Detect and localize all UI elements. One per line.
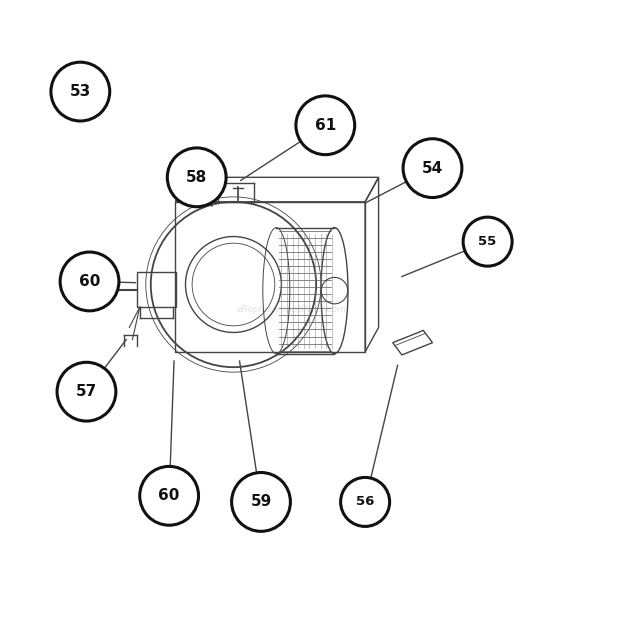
Circle shape	[232, 473, 290, 531]
Circle shape	[60, 252, 119, 311]
Circle shape	[51, 62, 110, 121]
Circle shape	[140, 467, 198, 525]
Text: 60: 60	[159, 488, 180, 503]
Text: 57: 57	[76, 384, 97, 399]
Text: 59: 59	[250, 494, 272, 509]
Text: 53: 53	[69, 84, 91, 99]
Text: 61: 61	[315, 118, 336, 133]
Text: 58: 58	[186, 170, 207, 185]
Circle shape	[296, 96, 355, 154]
Text: 56: 56	[356, 496, 374, 509]
Text: 55: 55	[479, 235, 497, 248]
Circle shape	[403, 138, 462, 198]
Text: eReplacementParts.com: eReplacementParts.com	[237, 305, 347, 313]
Text: 60: 60	[79, 274, 100, 289]
Circle shape	[167, 148, 226, 207]
Circle shape	[340, 478, 389, 527]
Circle shape	[57, 362, 116, 421]
Circle shape	[463, 217, 512, 266]
Text: 54: 54	[422, 161, 443, 176]
